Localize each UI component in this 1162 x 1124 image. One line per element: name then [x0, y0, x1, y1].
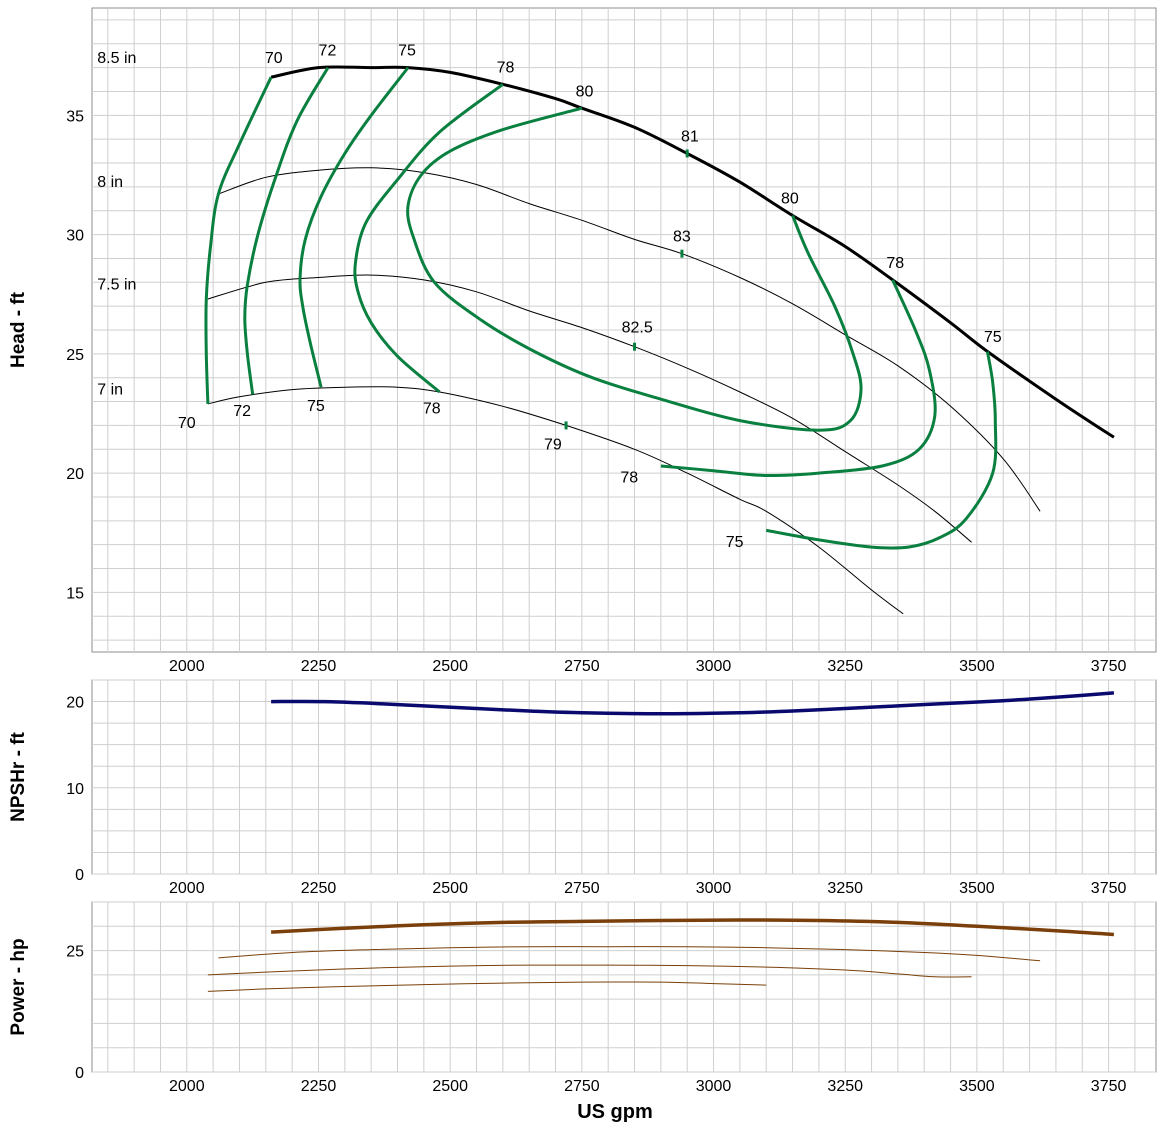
power-x-tick-label: 3250: [827, 1078, 863, 1095]
efficiency-label: 75: [398, 43, 416, 60]
efficiency-label: 70: [265, 50, 283, 67]
efficiency-label: 81: [681, 129, 699, 146]
efficiency-label: 70: [178, 415, 196, 432]
head-y-tick-label: 25: [66, 347, 84, 364]
efficiency-label: 80: [781, 191, 799, 208]
efficiency-curve-70: [204, 76, 273, 404]
power-x-tick-label: 3000: [696, 1078, 732, 1095]
efficiency-label: 83: [673, 229, 691, 246]
power-y-tick-label: 25: [66, 944, 84, 961]
impeller-diameter-label: 8.5 in: [97, 50, 136, 67]
npshr-x-tick-label: 3500: [959, 880, 995, 897]
npshr-plot-area: [91, 679, 1157, 875]
head-y-tick-label: 15: [66, 585, 84, 602]
impeller-curve-8-in: [218, 167, 1041, 512]
efficiency-label: 75: [984, 329, 1002, 346]
efficiency-label: 78: [886, 255, 904, 272]
npshr-x-tick-label: 3750: [1091, 880, 1127, 897]
power-y-tick-label: 0: [75, 1065, 84, 1082]
impeller-diameter-label: 8 in: [97, 174, 123, 191]
head-x-tick-label: 3750: [1091, 658, 1127, 675]
npshr-x-tick-label: 2000: [169, 880, 205, 897]
efficiency-curve-75: [298, 66, 410, 388]
head-x-tick-label: 2250: [301, 658, 337, 675]
head-y-axis-label: Head - ft: [8, 291, 29, 368]
efficiency-label: 82.5: [622, 319, 653, 336]
head-x-tick-label: 3250: [827, 658, 863, 675]
npshr-x-tick-label: 2250: [301, 880, 337, 897]
efficiency-label: 72: [233, 403, 251, 420]
efficiency-label: 78: [497, 59, 515, 76]
efficiency-curve-75: [765, 351, 998, 550]
efficiency-label: 80: [576, 83, 594, 100]
impeller-diameter-label: 7 in: [97, 381, 123, 398]
power-x-tick-label: 2000: [169, 1078, 205, 1095]
efficiency-label: 75: [307, 398, 325, 415]
efficiency-curve-78: [353, 83, 504, 394]
power-x-tick-label: 2250: [301, 1078, 337, 1095]
npshr-x-tick-label: 2750: [564, 880, 600, 897]
head-y-tick-label: 20: [66, 466, 84, 483]
npshr-x-tick-label: 3250: [827, 880, 863, 897]
npshr-y-axis-label: NPSHr - ft: [8, 731, 29, 821]
power-x-tick-label: 3500: [959, 1078, 995, 1095]
head-x-tick-label: 2500: [432, 658, 468, 675]
npshr-y-tick-label: 10: [66, 781, 84, 798]
head-y-tick-label: 30: [66, 228, 84, 245]
head-x-tick-label: 2750: [564, 658, 600, 675]
power-curve-4: [207, 981, 767, 992]
power-x-tick-label: 2750: [564, 1078, 600, 1095]
impeller-diameter-label: 7.5 in: [97, 276, 136, 293]
npshr-x-tick-label: 2500: [432, 880, 468, 897]
power-curve-2: [218, 946, 1041, 962]
npshr-y-tick-label: 0: [75, 867, 84, 884]
npshr-curve: [271, 691, 1115, 716]
power-x-tick-label: 2500: [432, 1078, 468, 1095]
head-panel: 2000 2250 2500 2750 3000 3250 3500 3750 15 20 25 30…: [8, 7, 1157, 675]
efficiency-label: 79: [544, 436, 562, 453]
efficiency-label: 78: [423, 400, 441, 417]
npshr-x-tick-label: 3000: [696, 880, 732, 897]
x-axis-label: US gpm: [577, 1101, 653, 1123]
efficiency-label: 78: [620, 470, 638, 487]
power-curve-1: [271, 918, 1115, 937]
head-x-tick-label: 3500: [959, 658, 995, 675]
efficiency-curve-72: [243, 66, 330, 395]
power-y-axis-label: Power - hp: [8, 938, 29, 1035]
efficiency-label: 72: [319, 43, 337, 60]
npshr-panel: 2000 2250 2500 2750 3000 3250 3500 3750 0 10 20 NPS…: [8, 679, 1157, 897]
efficiency-curve-80: [406, 106, 863, 432]
power-x-tick-label: 3750: [1091, 1078, 1127, 1095]
power-panel: 2000 2250 2500 2750 3000 3250 3500 3750 0 25 Power…: [8, 901, 1157, 1095]
head-y-tick-label: 35: [66, 108, 84, 125]
head-x-tick-label: 3000: [696, 658, 732, 675]
npshr-y-tick-label: 20: [66, 695, 84, 712]
efficiency-curve-78: [660, 279, 937, 478]
power-plot-area: [91, 901, 1157, 1073]
head-x-tick-label: 2000: [169, 658, 205, 675]
power-curve-3: [207, 964, 972, 978]
efficiency-label: 75: [726, 534, 744, 551]
